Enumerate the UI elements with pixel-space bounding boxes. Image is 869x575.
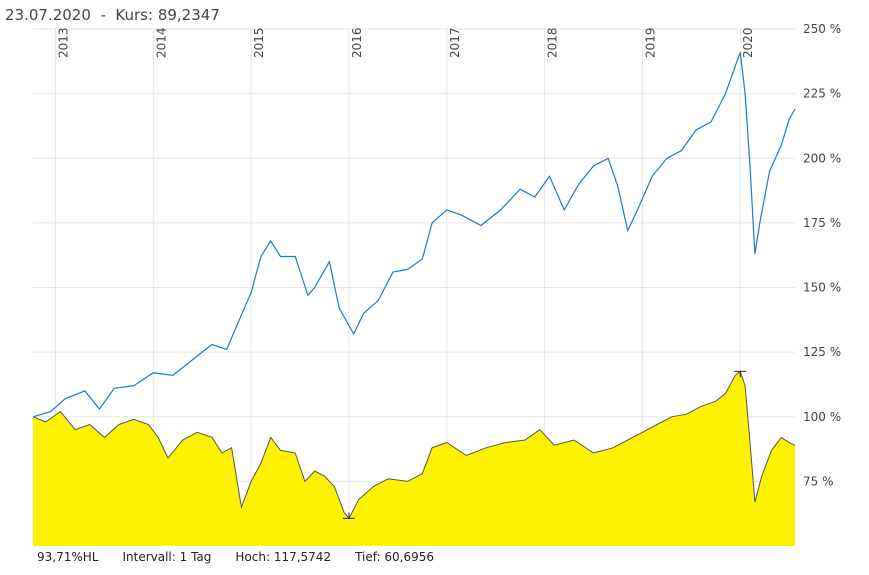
x-tick-label: 2016 — [350, 27, 364, 58]
x-tick-label: 2014 — [154, 27, 168, 58]
y-tick-label: 225 % — [803, 87, 841, 101]
x-tick-label: 2015 — [252, 27, 266, 58]
area-series — [32, 370, 796, 546]
x-axis-ticks: 2013 2014 2015 2016 2017 2018 2019 2020 — [56, 27, 755, 58]
chart-header: 23.07.2020 - Kurs: 89,2347 — [5, 6, 220, 24]
x-tick-label: 2017 — [448, 27, 462, 58]
header-date: 23.07.2020 — [5, 6, 91, 24]
x-tick-label: 2019 — [643, 27, 657, 58]
line-series — [32, 52, 796, 418]
y-tick-label: 150 % — [803, 281, 841, 295]
y-tick-label: 250 % — [803, 22, 841, 36]
area-fill — [33, 371, 795, 546]
footer-high: Hoch: 117,5742 — [235, 550, 332, 564]
y-axis-ticks: 250 % 225 % 200 % 175 % 150 % 125 % 100 % 75 % — [803, 22, 841, 488]
y-tick-label: 175 % — [803, 216, 841, 230]
high-low-markers — [342, 370, 747, 519]
chart-footer: 93,71%HL Intervall: 1 Tag Hoch: 117,5742 Ti… — [37, 550, 458, 564]
x-tick-label: 2013 — [56, 27, 70, 58]
header-kurs-value: 89,2347 — [157, 6, 220, 24]
y-tick-label: 200 % — [803, 151, 841, 165]
footer-percent: 93,71%HL — [37, 550, 99, 564]
footer-interval: Intervall: 1 Tag — [122, 550, 212, 564]
line-path — [32, 52, 796, 418]
footer-low: Tief: 60,6956 — [355, 550, 435, 564]
y-tick-label: 100 % — [803, 410, 841, 424]
x-tick-label: 2018 — [546, 27, 560, 58]
header-kurs-label: Kurs: — [115, 6, 154, 24]
x-tick-label: 2020 — [741, 27, 755, 58]
header-separator: - — [100, 6, 106, 24]
area-outline — [32, 370, 796, 520]
y-tick-label: 75 % — [803, 474, 834, 488]
y-tick-label: 125 % — [803, 345, 841, 359]
